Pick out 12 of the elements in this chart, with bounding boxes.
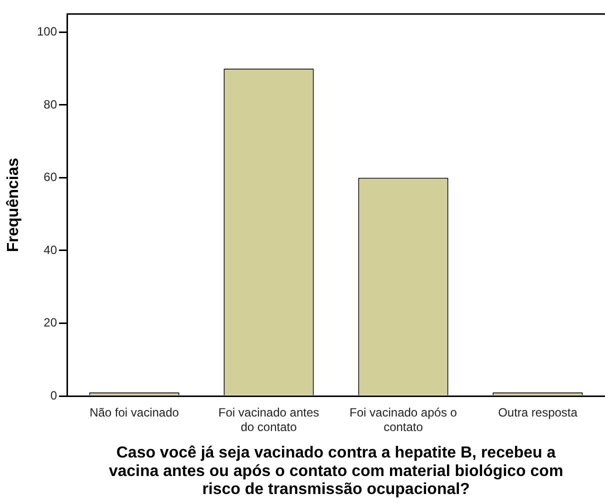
y-tick-label: 100: [36, 24, 58, 39]
x-tick-label: Não foi vacinado: [90, 406, 180, 420]
y-tick-label: 80: [44, 97, 58, 112]
y-tick-label: 40: [44, 242, 58, 257]
x-tick-label: Foi vacinado após o contato: [350, 406, 458, 434]
y-tick-label: 0: [50, 388, 58, 402]
y-tick-label: 60: [44, 170, 58, 184]
x-axis-title: Caso você já seja vacinado contra a hepatite B, recebeu a vacina antes ou após o contato com material biológico com risco de transmissão ocupacional?: [108, 444, 564, 498]
y-axis-title: Frequências: [5, 158, 22, 252]
y-tick-label: 20: [44, 316, 58, 330]
x-tick-label: Outra resposta: [498, 406, 578, 420]
x-tick-label: Foi vacinado antes do contato: [218, 406, 320, 434]
